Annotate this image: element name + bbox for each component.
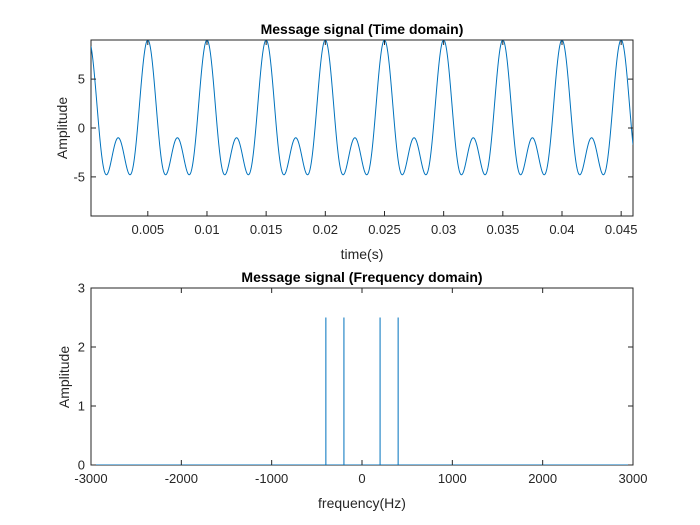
time-x-tick-label: 0.005 — [132, 222, 165, 237]
time-x-tick-label: 0.015 — [250, 222, 283, 237]
time-y-tick-label: 0 — [78, 121, 85, 136]
frequency-x-tick-label: -2000 — [165, 471, 198, 486]
time-x-tick-label: 0.035 — [487, 222, 520, 237]
frequency-plot-area — [90, 287, 634, 466]
time-signal-line — [91, 40, 633, 176]
frequency-spectrum-line — [91, 317, 633, 465]
time-x-tick-label: 0.025 — [368, 222, 401, 237]
frequency-y-ticks: 0 1 2 3 — [78, 281, 633, 473]
time-x-tick-label: 0.045 — [605, 222, 638, 237]
frequency-x-tick-label: -3000 — [74, 471, 107, 486]
time-x-tick-label: 0.04 — [549, 222, 574, 237]
time-plot-title: Message signal (Time domain) — [261, 21, 464, 37]
time-x-tick-label: 0.02 — [313, 222, 338, 237]
frequency-y-tick-label: 1 — [78, 399, 85, 414]
time-y-axis-label: Amplitude — [54, 97, 70, 159]
frequency-x-tick-label: 2000 — [528, 471, 557, 486]
frequency-x-tick-label: 0 — [358, 471, 365, 486]
time-x-tick-label: 0.03 — [431, 222, 456, 237]
time-domain-plot: 0.005 0.01 0.015 0.02 0.025 0.03 0.035 0.04 0.04… — [54, 21, 637, 262]
time-x-axis-label: time(s) — [341, 246, 384, 262]
time-x-tick-label: 0.01 — [194, 222, 219, 237]
time-y-ticks: -5 0 5 — [73, 72, 633, 184]
frequency-y-tick-label: 0 — [78, 458, 85, 473]
frequency-y-axis-label: Amplitude — [56, 346, 72, 408]
time-x-ticks: 0.005 0.01 0.015 0.02 0.025 0.03 0.035 0.04 0.04… — [132, 40, 638, 237]
frequency-x-ticks: -3000 -2000 -1000 0 1000 2000 3000 — [74, 288, 647, 486]
time-plot-area — [90, 39, 634, 217]
frequency-domain-plot: -3000 -2000 -1000 0 1000 2000 3000 0 1 2 3 Messag… — [56, 269, 647, 511]
frequency-x-tick-label: 1000 — [438, 471, 467, 486]
frequency-x-tick-label: 3000 — [619, 471, 648, 486]
frequency-plot-title: Message signal (Frequency domain) — [241, 269, 482, 285]
frequency-y-tick-label: 2 — [78, 340, 85, 355]
frequency-x-tick-label: -1000 — [255, 471, 288, 486]
time-y-tick-label: 5 — [78, 72, 85, 87]
time-y-tick-label: -5 — [73, 169, 85, 184]
frequency-x-axis-label: frequency(Hz) — [318, 495, 406, 511]
frequency-y-tick-label: 3 — [78, 281, 85, 296]
